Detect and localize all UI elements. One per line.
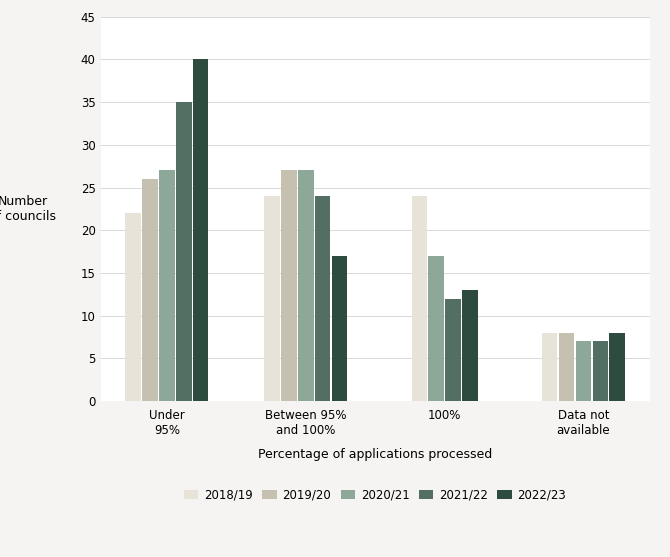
Bar (462, 290, 478, 401)
Bar (542, 333, 557, 401)
Bar (142, 179, 158, 401)
Legend: 2018/19, 2019/20, 2020/21, 2021/22, 2022/23: 2018/19, 2019/20, 2020/21, 2021/22, 2022… (180, 484, 571, 506)
Y-axis label: Number
of councils: Number of councils (0, 195, 56, 223)
Bar (411, 196, 427, 401)
Bar (428, 256, 444, 401)
Bar (298, 170, 314, 401)
Bar (125, 213, 141, 401)
Bar (610, 333, 625, 401)
Bar (159, 170, 175, 401)
Bar (559, 333, 574, 401)
Bar (446, 299, 461, 401)
Bar (592, 341, 608, 401)
Bar (315, 196, 330, 401)
Bar (281, 170, 297, 401)
Bar (193, 60, 208, 401)
Bar (176, 102, 192, 401)
Bar (576, 341, 591, 401)
Bar (264, 196, 280, 401)
X-axis label: Percentage of applications processed: Percentage of applications processed (258, 448, 492, 462)
Bar (332, 256, 347, 401)
